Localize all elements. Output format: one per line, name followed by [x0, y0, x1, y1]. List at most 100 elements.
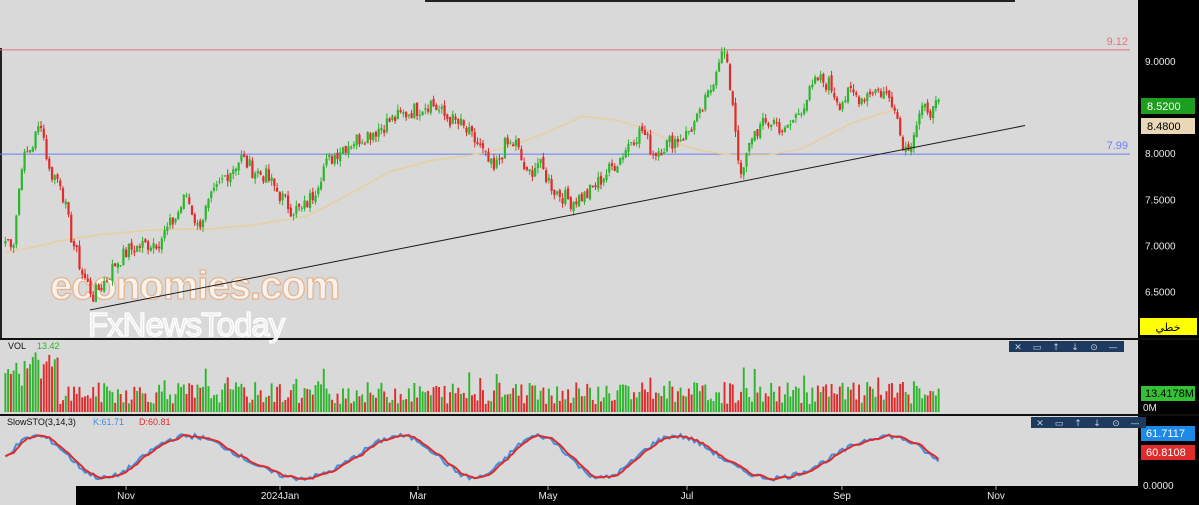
- candle-body: [330, 156, 334, 164]
- candle-body: [26, 151, 29, 153]
- candle-body: [92, 294, 95, 302]
- volume-bar: [402, 399, 405, 412]
- candle-body: [874, 89, 877, 93]
- volume-bar: [816, 385, 819, 412]
- volume-bar: [97, 382, 100, 412]
- candle-body: [402, 112, 405, 114]
- candle-body: [125, 249, 128, 258]
- candle-body: [706, 90, 710, 98]
- minus-icon[interactable]: —: [1109, 343, 1118, 353]
- candle-body: [105, 280, 109, 282]
- volume-bar: [608, 393, 611, 412]
- candle-body: [846, 87, 850, 102]
- volume-bar: [67, 386, 70, 412]
- volume-bar: [207, 386, 210, 412]
- volume-bar: [317, 381, 320, 412]
- volume-bar: [158, 384, 161, 412]
- volume-bar: [534, 385, 537, 412]
- candle-body: [81, 269, 84, 275]
- restore-icon[interactable]: ▭: [1055, 419, 1064, 429]
- volume-bar: [611, 400, 613, 412]
- candle-body: [630, 142, 633, 144]
- restore-icon[interactable]: ▭: [1033, 343, 1042, 353]
- candle-body: [229, 173, 232, 183]
- pane-toolbars[interactable]: ✕ ▭ ↑ ↓ ⊙ — ✕ ▭ ↑ ↓ ⊙ —: [1009, 341, 1146, 429]
- lang-badge-bg[interactable]: [1140, 318, 1197, 335]
- candle-body: [783, 127, 787, 133]
- volume-bar: [171, 403, 174, 412]
- volume-bar: [70, 400, 73, 412]
- candle-body: [300, 207, 303, 209]
- volume-bar: [827, 396, 830, 412]
- close-icon[interactable]: ✕: [1036, 419, 1044, 429]
- volume-bar: [509, 393, 512, 412]
- volume-bar: [73, 386, 75, 412]
- volume-bar: [86, 395, 89, 412]
- up-arrow-icon[interactable]: ↑: [1074, 419, 1082, 429]
- volume-bar: [84, 396, 86, 412]
- pane-separator-2: [0, 414, 1199, 416]
- top-edge-bar: [425, 0, 1015, 2]
- candle-body: [852, 89, 855, 93]
- candle-body: [136, 245, 139, 252]
- candle-body: [800, 113, 803, 115]
- candle-body: [701, 110, 704, 112]
- volume-bar: [234, 382, 237, 412]
- volume-bar: [125, 390, 128, 412]
- volume-bar: [149, 402, 152, 412]
- support-trendline[interactable]: [89, 125, 1026, 311]
- volume-bar: [613, 399, 616, 412]
- candle-body: [654, 152, 658, 156]
- candle-body: [822, 74, 825, 83]
- up-arrow-icon[interactable]: ↑: [1052, 343, 1060, 353]
- volume-bar: [726, 403, 729, 412]
- candle-body: [660, 152, 663, 156]
- volume-bar: [105, 386, 108, 412]
- candle-body: [201, 219, 205, 227]
- candle-body: [882, 91, 885, 99]
- volume-bar: [12, 370, 15, 412]
- volume-bar: [122, 402, 125, 412]
- close-icon[interactable]: ✕: [1014, 343, 1022, 353]
- down-arrow-icon[interactable]: ↓: [1093, 419, 1101, 429]
- volume-bar: [410, 401, 413, 412]
- settings-icon[interactable]: ⊙: [1112, 419, 1120, 429]
- candle-body: [347, 146, 350, 154]
- volume-bar: [751, 401, 753, 412]
- volume-bar: [119, 393, 122, 412]
- candle-body: [816, 77, 819, 81]
- volume-bar: [440, 396, 443, 412]
- down-arrow-icon[interactable]: ↓: [1071, 343, 1079, 353]
- candle-body: [649, 134, 652, 154]
- candle-body: [602, 178, 605, 183]
- volume-bar: [240, 383, 243, 412]
- volume-bar: [127, 403, 130, 412]
- volume-bar: [907, 394, 910, 412]
- settings-icon[interactable]: ⊙: [1090, 343, 1098, 353]
- volume-bar: [753, 368, 756, 412]
- candle-body: [355, 134, 358, 146]
- volume-bars: 13.4178M: [4, 352, 1195, 412]
- volume-bar: [487, 400, 490, 412]
- volume-bar: [147, 401, 150, 412]
- volume-bar: [594, 403, 597, 412]
- candle-body: [15, 215, 18, 245]
- lang-badge[interactable]: خطي: [1156, 322, 1181, 334]
- volume-bar: [399, 394, 402, 412]
- candle-body: [638, 128, 641, 144]
- candle-body: [547, 177, 550, 181]
- volume-bar: [783, 394, 786, 412]
- candle-body: [267, 169, 270, 181]
- volume-bar: [921, 398, 924, 412]
- pane-toolbar-bg: [1031, 417, 1146, 428]
- volume-bar: [432, 387, 435, 412]
- volume-bar: [723, 382, 726, 412]
- candle-body: [646, 133, 649, 136]
- candle-body: [682, 139, 685, 141]
- minus-icon[interactable]: —: [1131, 419, 1140, 429]
- volume-bar: [289, 390, 292, 412]
- x-tick-label: Sep: [833, 491, 851, 502]
- trendline[interactable]: [89, 125, 1026, 311]
- volume-bar: [759, 386, 762, 412]
